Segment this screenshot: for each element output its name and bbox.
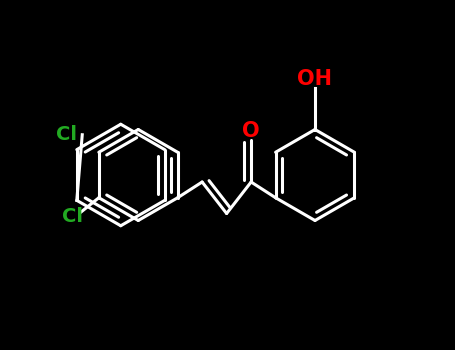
Text: Cl: Cl: [62, 208, 83, 226]
Text: Cl: Cl: [56, 125, 77, 144]
Text: OH: OH: [298, 69, 333, 89]
Text: O: O: [243, 121, 260, 141]
